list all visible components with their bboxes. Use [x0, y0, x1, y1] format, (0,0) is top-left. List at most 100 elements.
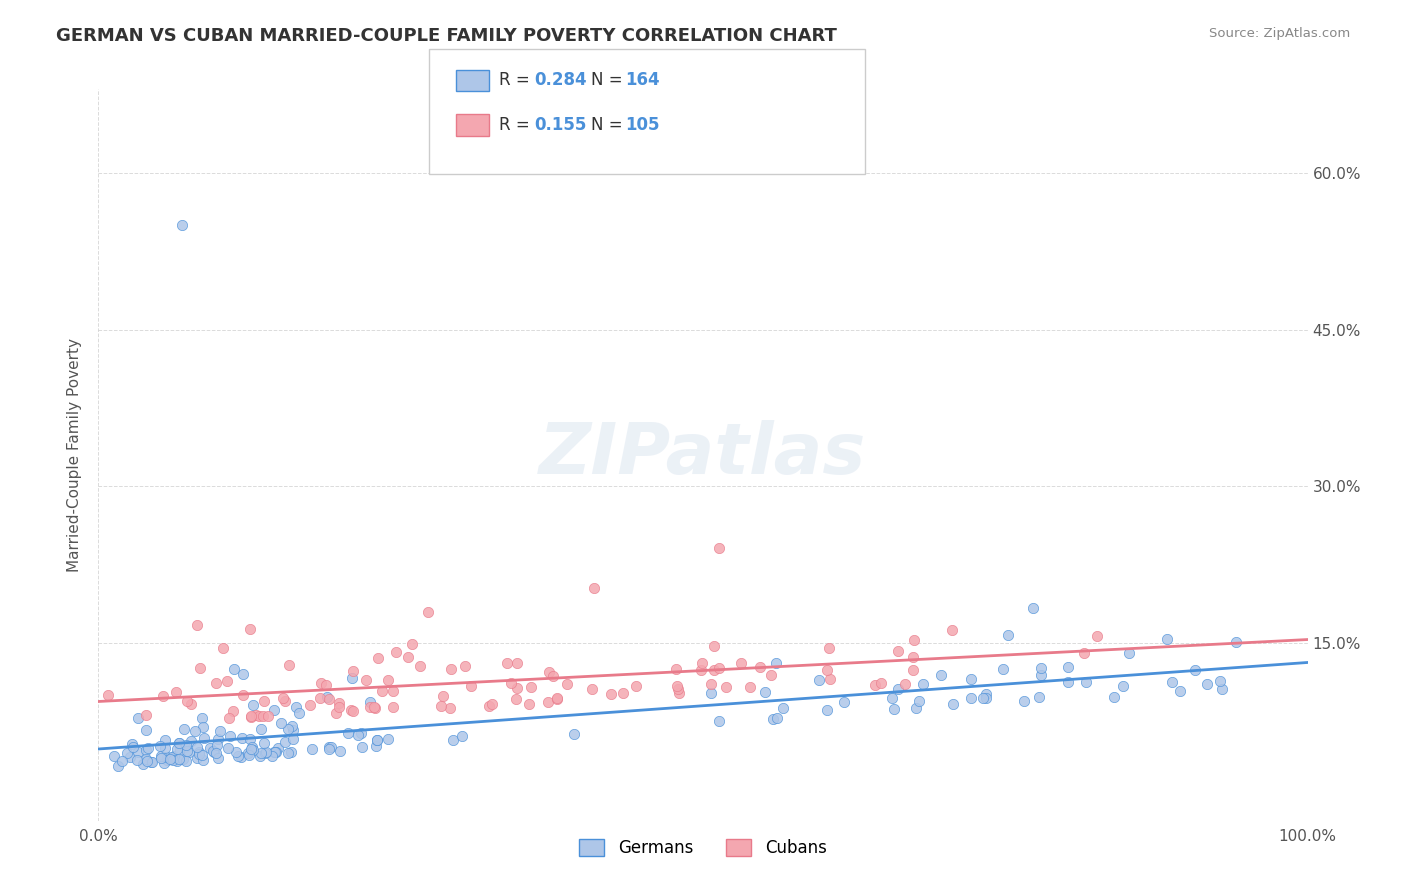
Point: [882, 691, 904, 706]
Point: [122, 739, 145, 754]
Point: [263, 703, 285, 717]
Point: [207, 732, 229, 747]
Point: [905, 701, 928, 715]
Point: [232, 667, 254, 681]
Point: [240, 709, 263, 723]
Point: [1057, 675, 1080, 690]
Point: [1031, 661, 1053, 675]
Point: [215, 673, 238, 688]
Point: [1028, 690, 1050, 705]
Point: [204, 747, 226, 761]
Point: [907, 694, 929, 708]
Point: [815, 703, 838, 717]
Point: [496, 656, 519, 670]
Point: [543, 669, 565, 683]
Point: [766, 711, 789, 725]
Point: [231, 731, 253, 745]
Point: [240, 742, 263, 756]
Point: [177, 745, 200, 759]
Point: [321, 739, 343, 754]
Point: [354, 673, 377, 687]
Point: [520, 680, 543, 694]
Point: [765, 657, 787, 671]
Point: [377, 673, 399, 687]
Point: [287, 706, 309, 720]
Point: [309, 690, 332, 705]
Point: [155, 740, 177, 755]
Point: [401, 637, 423, 651]
Point: [703, 639, 725, 653]
Point: [240, 710, 263, 724]
Point: [1022, 600, 1045, 615]
Point: [299, 698, 322, 713]
Point: [316, 690, 339, 705]
Point: [506, 657, 529, 671]
Point: [315, 678, 337, 692]
Point: [226, 749, 249, 764]
Point: [238, 748, 260, 763]
Text: Source: ZipAtlas.com: Source: ZipAtlas.com: [1209, 27, 1350, 40]
Point: [274, 694, 297, 708]
Point: [430, 698, 453, 713]
Point: [818, 672, 841, 686]
Point: [807, 673, 830, 687]
Point: [107, 758, 129, 772]
Point: [174, 738, 197, 752]
Point: [278, 658, 301, 673]
Point: [263, 745, 285, 759]
Point: [141, 756, 163, 770]
Point: [450, 729, 472, 743]
Point: [340, 671, 363, 685]
Point: [162, 753, 184, 767]
Point: [460, 679, 482, 693]
Point: [280, 745, 302, 759]
Point: [1029, 668, 1052, 682]
Point: [1057, 659, 1080, 673]
Point: [367, 651, 389, 665]
Point: [432, 689, 454, 703]
Point: [202, 745, 225, 759]
Point: [1118, 646, 1140, 660]
Point: [281, 723, 304, 738]
Point: [350, 725, 373, 739]
Point: [174, 754, 197, 768]
Point: [166, 754, 188, 768]
Point: [537, 665, 560, 679]
Point: [270, 716, 292, 731]
Point: [942, 697, 965, 711]
Point: [188, 661, 211, 675]
Point: [309, 675, 332, 690]
Point: [173, 722, 195, 736]
Point: [665, 661, 688, 675]
Point: [218, 711, 240, 725]
Point: [1112, 680, 1135, 694]
Point: [340, 703, 363, 717]
Point: [929, 668, 952, 682]
Point: [160, 750, 183, 764]
Point: [254, 746, 277, 760]
Point: [439, 701, 461, 715]
Point: [700, 686, 723, 700]
Point: [253, 736, 276, 750]
Point: [505, 692, 527, 706]
Point: [156, 750, 179, 764]
Point: [166, 741, 188, 756]
Point: [212, 641, 235, 656]
Point: [1208, 673, 1230, 688]
Point: [870, 676, 893, 690]
Point: [257, 709, 280, 723]
Point: [363, 700, 385, 714]
Point: [224, 662, 246, 676]
Point: [1225, 634, 1247, 648]
Point: [1211, 682, 1233, 697]
Point: [555, 677, 578, 691]
Point: [180, 697, 202, 711]
Point: [481, 697, 503, 711]
Point: [371, 684, 394, 698]
Point: [97, 688, 120, 702]
Point: [707, 714, 730, 729]
Point: [1085, 629, 1108, 643]
Point: [136, 741, 159, 756]
Point: [1197, 677, 1219, 691]
Point: [517, 697, 540, 711]
